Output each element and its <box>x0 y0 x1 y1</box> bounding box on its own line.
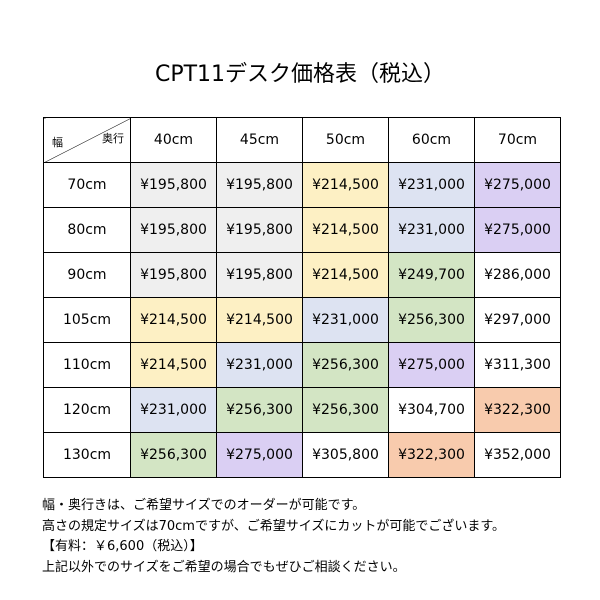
column-header: 70cm <box>474 117 561 163</box>
price-cell: ¥256,300 <box>388 297 475 343</box>
price-cell: ¥275,000 <box>474 162 561 208</box>
price-cell: ¥297,000 <box>474 297 561 343</box>
note-line: 上記以外でのサイズをご希望の場合でもぜひご相談ください。 <box>42 559 406 575</box>
price-cell: ¥214,500 <box>130 297 217 343</box>
price-cell: ¥195,800 <box>216 162 303 208</box>
note-line: 幅・奥行きは、ご希望サイズでのオーダーが可能です。 <box>42 498 366 513</box>
price-cell: ¥352,000 <box>474 432 561 478</box>
row-header: 110cm <box>43 342 131 388</box>
price-cell: ¥322,300 <box>474 387 561 433</box>
price-cell: ¥305,800 <box>302 432 389 478</box>
price-cell: ¥195,800 <box>216 207 303 253</box>
price-cell: ¥214,500 <box>130 342 217 388</box>
price-cell: ¥195,800 <box>130 252 217 298</box>
price-cell: ¥231,000 <box>302 297 389 343</box>
corner-cell: 幅 奥行 <box>43 117 131 163</box>
row-header: 70cm <box>43 162 131 208</box>
column-axis-label: 奥行 <box>102 132 124 145</box>
row-header: 120cm <box>43 387 131 433</box>
header-row: 幅 奥行 40cm 45cm 50cm 60cm 70cm <box>43 117 561 163</box>
price-cell: ¥256,300 <box>216 387 303 433</box>
price-cell: ¥195,800 <box>130 162 217 208</box>
price-cell: ¥214,500 <box>302 252 389 298</box>
price-cell: ¥214,500 <box>302 162 389 208</box>
price-cell: ¥256,300 <box>130 432 217 478</box>
table-row: 90cm ¥195,800 ¥195,800 ¥214,500 ¥249,700 ¥286… <box>43 252 561 298</box>
table-body: 幅 奥行 40cm 45cm 50cm 60cm 70cm 70cm ¥195,800 ¥1… <box>43 117 561 478</box>
price-cell: ¥249,700 <box>388 252 475 298</box>
price-cell: ¥286,000 <box>474 252 561 298</box>
table-row: 120cm ¥231,000 ¥256,300 ¥256,300 ¥304,700 ¥32… <box>43 387 561 433</box>
table-row: 105cm ¥214,500 ¥214,500 ¥231,000 ¥256,300 ¥29… <box>43 297 561 343</box>
price-cell: ¥231,000 <box>388 162 475 208</box>
row-header: 80cm <box>43 207 131 253</box>
price-cell: ¥311,300 <box>474 342 561 388</box>
price-cell: ¥275,000 <box>388 342 475 388</box>
price-cell: ¥275,000 <box>474 207 561 253</box>
table-row: 110cm ¥214,500 ¥231,000 ¥256,300 ¥275,000 ¥31… <box>43 342 561 388</box>
price-cell: ¥231,000 <box>130 387 217 433</box>
price-cell: ¥304,700 <box>388 387 475 433</box>
price-cell: ¥214,500 <box>302 207 389 253</box>
note-line: 【有料：￥6,600（税込）】 <box>42 539 203 554</box>
row-axis-label: 幅 <box>52 136 63 149</box>
column-header: 45cm <box>216 117 303 163</box>
table-row: 80cm ¥195,800 ¥195,800 ¥214,500 ¥231,000 ¥275… <box>43 207 561 253</box>
price-cell: ¥275,000 <box>216 432 303 478</box>
row-header: 105cm <box>43 297 131 343</box>
title: CPT11デスク価格表（税込） <box>154 62 446 87</box>
price-cell: ¥322,300 <box>388 432 475 478</box>
column-header: 60cm <box>388 117 475 163</box>
price-cell: ¥195,800 <box>216 252 303 298</box>
table-row: 130cm ¥256,300 ¥275,000 ¥305,800 ¥322,300 ¥35… <box>43 432 561 478</box>
price-cell: ¥256,300 <box>302 342 389 388</box>
price-cell: ¥214,500 <box>216 297 303 343</box>
column-header: 50cm <box>302 117 389 163</box>
price-cell: ¥231,000 <box>216 342 303 388</box>
note-line: 高さの規定サイズは70cmですが、ご希望サイズにカットが可能でございます。 <box>42 518 506 534</box>
row-header: 90cm <box>43 252 131 298</box>
row-header: 130cm <box>43 432 131 478</box>
notes: 幅・奥行きは、ご希望サイズでのオーダーが可能です。高さの規定サイズは70cmです… <box>42 496 505 578</box>
price-cell: ¥256,300 <box>302 387 389 433</box>
price-table: 幅 奥行 40cm 45cm 50cm 60cm 70cm 70cm ¥195,800 ¥1… <box>43 117 561 478</box>
column-header: 40cm <box>130 117 217 163</box>
price-cell: ¥195,800 <box>130 207 217 253</box>
table-row: 70cm ¥195,800 ¥195,800 ¥214,500 ¥231,000 ¥275… <box>43 162 561 208</box>
price-cell: ¥231,000 <box>388 207 475 253</box>
